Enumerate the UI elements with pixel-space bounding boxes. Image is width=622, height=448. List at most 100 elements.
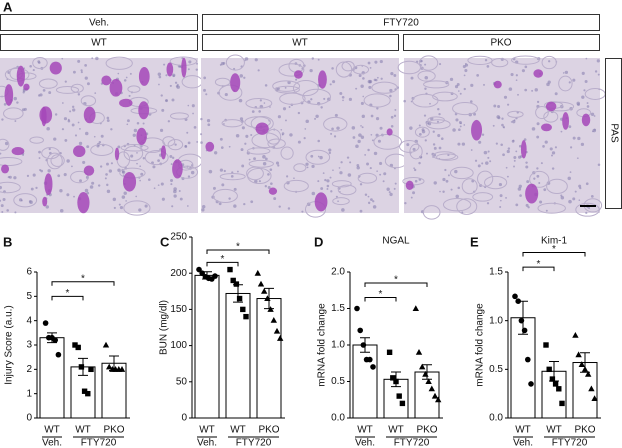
cast [314,192,328,212]
nucleus [364,193,368,196]
nucleus [388,191,391,194]
nucleus [457,142,461,146]
nucleus [550,154,553,157]
nucleus [412,191,416,195]
nucleus [506,175,509,178]
nucleus [2,197,6,201]
nucleus [86,145,90,149]
nucleus [86,191,90,195]
nucleus [404,201,407,205]
nucleus [577,136,581,141]
tubule [50,154,65,167]
nucleus [186,205,189,207]
nucleus [357,139,361,144]
treatment-label: Veh. [89,18,109,29]
nucleus [319,155,323,160]
nucleus [257,69,260,72]
nucleus [377,139,381,143]
nucleus [339,91,343,95]
data-point [273,327,281,334]
tubule [426,119,451,130]
tubule [507,110,524,118]
nucleus [463,87,466,91]
nucleus [117,72,120,75]
chart-title: NGAL [382,236,410,247]
x-tick-label: WT [44,425,60,436]
nucleus [418,124,421,127]
nucleus [371,139,374,142]
tubule [46,152,63,170]
nucleus [303,137,306,140]
nucleus [311,164,315,169]
nucleus [454,85,459,89]
cast [471,119,483,141]
nucleus [331,67,334,70]
nucleus [355,87,358,90]
data-point [257,280,265,287]
group-label: Veh. [197,438,217,448]
cast [114,147,120,161]
data-point [588,385,595,392]
nucleus [474,159,478,162]
tubule [422,205,441,220]
nucleus [372,205,377,209]
nucleus [393,74,397,77]
data-point [572,331,579,338]
nucleus [506,149,510,154]
nucleus [61,128,65,131]
nucleus [287,80,291,85]
nucleus [262,162,267,166]
bar [225,292,251,419]
nucleus [244,142,247,145]
y-tick-label: 2 [26,364,32,375]
tubule [323,116,348,132]
nucleus [187,68,190,71]
tubule [442,197,472,212]
nucleus [315,114,319,118]
x-tick-label: WT [546,425,562,436]
nucleus [481,162,484,165]
data-point [419,363,426,370]
nucleus [548,60,551,63]
tubule [357,172,378,184]
nucleus [507,147,511,150]
treatment-label: FTY720 [383,18,419,29]
nucleus [421,128,425,132]
nucleus [342,99,344,102]
nucleus [525,203,529,207]
nucleus [169,84,172,88]
nucleus [389,94,392,98]
nucleus [361,114,365,118]
tubule [409,143,423,160]
nucleus [583,89,586,92]
data-point [543,342,549,348]
nucleus [562,72,565,74]
nucleus [536,100,540,104]
x-tick-label: WT [199,425,215,436]
nucleus [187,141,191,145]
significance-label: * [537,259,541,270]
nucleus [77,93,81,96]
data-point [106,363,113,370]
nucleus [545,209,548,212]
nucleus [38,157,41,159]
cast [83,106,96,124]
data-point [261,288,268,294]
nucleus [59,152,62,155]
nucleus [264,185,267,188]
nucleus [485,161,489,165]
nucleus [305,162,309,166]
nucleus [518,144,522,148]
nucleus [586,102,589,104]
y-tick-label: 150 [170,304,187,315]
nucleus [144,204,148,208]
nucleus [507,103,510,106]
nucleus [139,165,142,168]
y-tick-label: 100 [170,340,187,351]
nucleus [132,133,136,137]
nucleus [347,173,352,177]
nucleus [248,158,251,161]
nucleus [340,161,343,164]
nucleus [173,187,177,191]
data-point [435,396,442,403]
